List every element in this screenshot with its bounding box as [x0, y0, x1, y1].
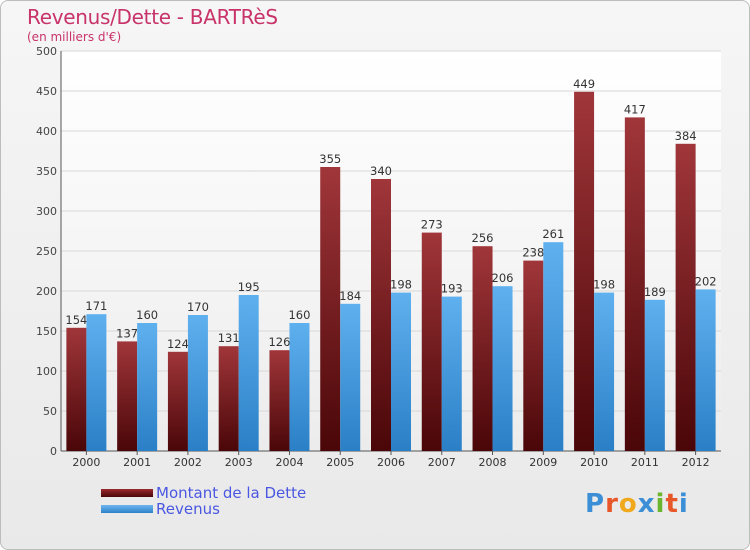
y-tick-label: 450	[36, 85, 57, 98]
data-label-dette: 131	[218, 331, 240, 345]
bar-revenus	[594, 292, 615, 451]
x-tick-label: 2000	[72, 456, 100, 469]
data-label-dette: 273	[421, 218, 443, 232]
data-label-dette: 355	[319, 152, 341, 166]
data-label-revenus: 160	[136, 308, 158, 322]
bar-revenus	[391, 292, 411, 451]
data-label-dette: 154	[65, 313, 87, 327]
bar-revenus	[238, 295, 259, 451]
data-label-dette: 340	[370, 164, 392, 178]
bar-dette	[624, 117, 645, 452]
data-label-revenus: 261	[542, 227, 564, 241]
legend-swatch-revenus	[101, 505, 153, 513]
data-label-revenus: 184	[339, 289, 361, 303]
bar-dette	[117, 341, 138, 451]
logo-letter: i	[678, 489, 689, 519]
bar-dette	[523, 260, 544, 451]
y-tick-label: 50	[43, 405, 57, 418]
chart-title: Revenus/Dette - BARTRèS	[27, 5, 278, 29]
data-label-dette: 137	[116, 326, 138, 340]
bar-dette	[574, 91, 595, 452]
bar-dette	[675, 143, 696, 452]
data-label-revenus: 202	[695, 274, 717, 288]
x-tick-label: 2004	[275, 456, 303, 469]
data-label-dette: 384	[675, 129, 697, 143]
y-tick-label: 100	[36, 365, 57, 378]
logo-letter: r	[605, 489, 619, 519]
y-tick-label: 500	[36, 45, 57, 58]
data-label-revenus: 193	[441, 282, 463, 296]
y-tick-label: 150	[36, 325, 57, 338]
x-tick-label: 2003	[225, 456, 253, 469]
bar-dette	[371, 179, 391, 451]
bar-revenus	[137, 323, 158, 451]
bar-revenus	[187, 315, 208, 451]
x-tick-label: 2001	[123, 456, 151, 469]
data-label-revenus: 198	[390, 278, 412, 292]
logo-letter: P	[585, 489, 606, 519]
bar-revenus	[695, 289, 716, 451]
data-label-revenus: 206	[492, 271, 514, 285]
data-label-dette: 124	[167, 337, 189, 351]
bar-revenus	[289, 323, 310, 451]
logo-letter: x	[637, 489, 656, 519]
y-tick-label: 0	[50, 445, 57, 458]
y-tick-label: 350	[36, 165, 57, 178]
bar-dette	[320, 167, 341, 451]
logo-letter: i	[655, 489, 666, 519]
x-tick-label: 2006	[377, 456, 405, 469]
data-label-revenus: 195	[238, 280, 260, 294]
data-label-revenus: 171	[85, 299, 107, 313]
bar-dette	[421, 232, 442, 451]
x-tick-label: 2010	[580, 456, 608, 469]
bar-dette	[66, 327, 87, 451]
x-tick-label: 2008	[479, 456, 507, 469]
data-label-dette: 238	[522, 246, 544, 260]
data-label-dette: 256	[472, 231, 494, 245]
legend-label-revenus: Revenus	[156, 500, 220, 518]
bar-dette	[167, 351, 188, 451]
y-tick-label: 300	[36, 205, 57, 218]
legend-swatch-dette	[101, 489, 153, 497]
logo-letter: o	[618, 489, 638, 519]
data-label-revenus: 189	[644, 285, 666, 299]
data-label-dette: 126	[268, 335, 290, 349]
data-label-dette: 449	[573, 77, 595, 91]
bar-dette	[269, 350, 290, 451]
y-tick-label: 250	[36, 245, 57, 258]
y-tick-label: 400	[36, 125, 57, 138]
y-tick-label: 200	[36, 285, 57, 298]
x-tick-label: 2007	[428, 456, 456, 469]
chart-subtitle: (en milliers d'€)	[27, 30, 122, 44]
x-tick-label: 2012	[682, 456, 710, 469]
bar-revenus	[644, 299, 665, 451]
bar-revenus	[86, 314, 107, 451]
data-label-revenus: 160	[288, 308, 310, 322]
proxiti-logo: Proxiti	[585, 489, 689, 519]
bar-revenus	[543, 242, 564, 451]
legend-label-dette: Montant de la Dette	[156, 484, 307, 502]
data-label-revenus: 170	[187, 300, 209, 314]
bar-revenus	[441, 296, 462, 451]
x-tick-label: 2011	[631, 456, 659, 469]
data-label-revenus: 198	[593, 278, 615, 292]
x-tick-label: 2005	[326, 456, 354, 469]
x-tick-label: 2009	[529, 456, 557, 469]
bar-revenus	[340, 303, 361, 451]
data-label-dette: 417	[624, 102, 646, 116]
bar-dette	[218, 346, 239, 451]
x-tick-label: 2002	[174, 456, 202, 469]
bar-revenus	[492, 286, 513, 451]
logo-letter: t	[665, 489, 679, 519]
bar-dette	[472, 246, 493, 451]
